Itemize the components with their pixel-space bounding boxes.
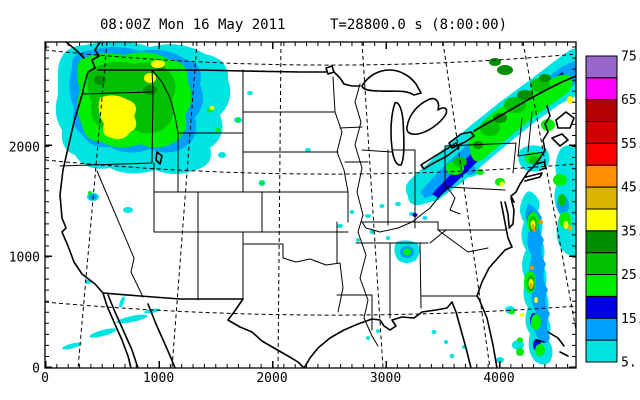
- us-mexico-border: [102, 292, 244, 300]
- pacific-coast: [59, 42, 104, 294]
- colorbar-segment-10-15: [585, 317, 618, 341]
- x-tick-4000: 4000: [483, 371, 514, 386]
- canada-border: [97, 69, 361, 87]
- meridian-100w: [277, 42, 282, 368]
- west-state-lines: [59, 69, 349, 301]
- x-tick-1000: 1000: [143, 371, 174, 386]
- st-lawrence: [473, 75, 576, 132]
- colorbar-segment-45-50: [585, 164, 618, 188]
- lake-michigan: [390, 101, 405, 166]
- x-tick-0: 0: [41, 371, 49, 386]
- gulf-of-california-mainland: [147, 303, 176, 368]
- colorbar-segment-40-45: [585, 186, 618, 210]
- colorbar-segment-15-20: [585, 295, 618, 319]
- meridian-120w: [77, 42, 108, 368]
- x-tick-2000: 2000: [256, 371, 287, 386]
- meridian-90w: [361, 42, 384, 368]
- parallel-50n: [45, 49, 576, 66]
- colorbar-segment-25-30: [585, 252, 618, 276]
- meridian-80w: [442, 42, 491, 368]
- colorbar-label-45: 45.: [621, 181, 640, 196]
- colorbar-segment-50-55: [585, 142, 618, 166]
- gulf-coast: [303, 301, 472, 368]
- y-tick-1000: 1000: [9, 251, 40, 266]
- atlantic-coast-south: [476, 227, 513, 368]
- parallel-30n: [45, 301, 576, 316]
- great-salt-lake: [155, 151, 163, 165]
- colorbar-label-35: 35.: [621, 224, 640, 239]
- bahamas: [535, 331, 569, 357]
- lake-of-the-woods: [325, 65, 335, 75]
- colorbar-label-15: 15.: [621, 312, 640, 327]
- colorbar: 75. 65. 55. 45. 35. 25. 15. 5.: [585, 50, 640, 371]
- basemap: [59, 42, 576, 368]
- colorbar-segment-70-75: [585, 55, 618, 79]
- nova-scotia: [551, 111, 575, 147]
- colorbar-segment-5-10: [585, 339, 618, 363]
- plot-title-datetime: 08:00Z Mon 16 May 2011: [100, 17, 285, 33]
- precip-level-35-40: [98, 60, 573, 317]
- colorbar-segment-65-70: [585, 77, 618, 101]
- y-tick-2000: 2000: [9, 141, 40, 156]
- rio-grande: [227, 298, 305, 368]
- parallel-40n: [45, 159, 576, 175]
- colorbar-label-75: 75.: [621, 50, 640, 65]
- y-tick-0: 0: [32, 362, 40, 377]
- coastlines: [59, 42, 576, 368]
- southeast-state-lines: [336, 221, 507, 331]
- lake-superior: [361, 69, 422, 96]
- precip-level-25-30: [87, 62, 566, 291]
- x-axis-labels: 0 1000 2000 3000 4000: [41, 371, 515, 386]
- colorbar-labels: 75. 65. 55. 45. 35. 25. 15. 5.: [621, 50, 640, 371]
- lake-huron: [406, 97, 448, 136]
- mississippi-river: [354, 83, 379, 347]
- colorbar-label-55: 55.: [621, 137, 640, 152]
- colorbar-label-25: 25.: [621, 268, 640, 283]
- plot-title-model-time: T=28800.0 s (8:00:00): [330, 17, 507, 33]
- x-tick-3000: 3000: [370, 371, 401, 386]
- colorbar-segment-60-65: [585, 99, 618, 123]
- colorbar-segment-30-35: [585, 230, 618, 254]
- colorbar-segment-20-25: [585, 274, 618, 297]
- midwest-state-lines: [361, 145, 448, 233]
- vancouver-island: [65, 42, 85, 59]
- colorbar-segment-55-60: [585, 121, 618, 144]
- colorbar-label-5: 5.: [621, 356, 637, 371]
- chesapeake-delmarva: [500, 191, 517, 229]
- y-axis-labels: 0 1000 2000: [9, 141, 40, 377]
- plot-frame: [44, 41, 577, 369]
- meridian-110w: [171, 42, 198, 368]
- plot-frame-group: [44, 41, 577, 369]
- northeast-state-lines: [444, 111, 546, 215]
- state-borders: [59, 69, 546, 347]
- baja-california: [102, 292, 139, 368]
- lake-ontario: [448, 131, 475, 149]
- colorbar-segment-35-40: [585, 208, 618, 232]
- precipitation-field: [55, 42, 576, 365]
- atlantic-coast-north: [515, 105, 551, 193]
- precip-level-45-50: [530, 220, 543, 270]
- lake-erie: [420, 142, 460, 170]
- plains-state-lines: [242, 76, 369, 313]
- colorbar-label-65: 65.: [621, 93, 640, 108]
- latlon-graticule: [45, 42, 576, 368]
